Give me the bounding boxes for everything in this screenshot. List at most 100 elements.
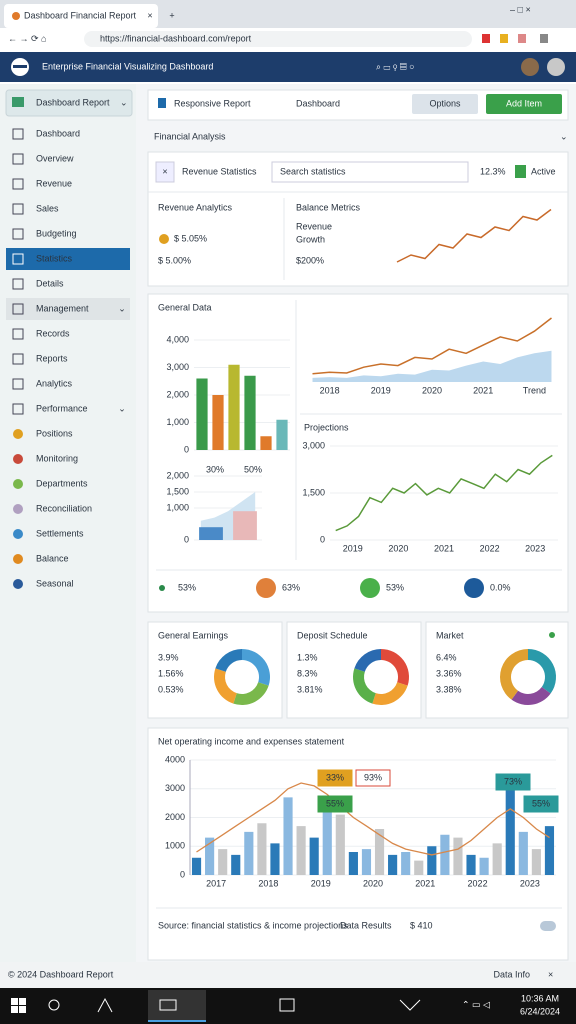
- bar: [348, 852, 358, 875]
- status-close[interactable]: ×: [548, 969, 553, 979]
- nav-buttons[interactable]: ← → ⟳ ⌂: [8, 33, 46, 43]
- address-bar[interactable]: [84, 31, 472, 47]
- taskbar-icon[interactable]: [97, 997, 113, 1013]
- sidebar-item[interactable]: Analytics: [36, 378, 73, 388]
- bar: [322, 806, 332, 875]
- x-tick-label: 2021: [415, 878, 435, 888]
- add-button[interactable]: [486, 94, 562, 114]
- sidebar-item[interactable]: Details: [36, 278, 64, 288]
- toggle[interactable]: [540, 921, 556, 931]
- ext-icon[interactable]: [500, 34, 508, 43]
- taskbar-icon[interactable]: [399, 999, 421, 1011]
- sidebar-item[interactable]: Revenue: [36, 178, 72, 188]
- avatar[interactable]: [521, 58, 539, 76]
- bar: [374, 829, 385, 875]
- options-button[interactable]: [412, 94, 478, 114]
- avatar[interactable]: [547, 58, 565, 76]
- sidebar-item[interactable]: Budgeting: [36, 228, 77, 238]
- chart-title: Net operating income and expenses statem…: [158, 736, 345, 746]
- sidebar-item[interactable]: Sales: [36, 203, 59, 213]
- bar: [518, 831, 528, 875]
- sidebar-icon: [12, 253, 24, 265]
- annotation: 93%: [364, 772, 382, 782]
- window-controls[interactable]: – □ ×: [510, 4, 531, 14]
- y-tick-label: 3000: [165, 783, 185, 793]
- tab-close[interactable]: ×: [147, 10, 152, 20]
- sidebar-item[interactable]: Records: [36, 328, 70, 338]
- x-tick-label: Trend: [523, 385, 546, 395]
- kpi-value: $200%: [296, 255, 324, 265]
- sidebar-item[interactable]: Management: [36, 303, 89, 313]
- x-tick-label: 2022: [480, 543, 500, 553]
- line: [312, 317, 552, 375]
- sidebar: [0, 84, 136, 962]
- annotation-box: [317, 795, 353, 813]
- y-tick-label: 1,000: [166, 417, 189, 427]
- chevron[interactable]: ⌄: [560, 131, 568, 141]
- sidebar-item[interactable]: Settlements: [36, 528, 84, 538]
- bar: [233, 511, 257, 540]
- sidebar-item-active: [6, 248, 130, 270]
- chevron: ⌄: [118, 303, 126, 313]
- y-tick-label: 0: [180, 869, 185, 879]
- donut-label: 3.9%: [158, 652, 179, 662]
- ext-icon[interactable]: [482, 34, 490, 43]
- panel-title: Revenue Statistics: [182, 166, 257, 176]
- annotation: 73%: [504, 776, 522, 786]
- status-right: Data Info: [493, 969, 530, 979]
- start-button[interactable]: [11, 998, 26, 1013]
- sidebar-item[interactable]: Positions: [36, 428, 73, 438]
- taskbar-indicator: [148, 1020, 206, 1022]
- source-link[interactable]: Data Results: [340, 920, 392, 930]
- sidebar-item[interactable]: Balance: [36, 553, 69, 563]
- bar: [212, 395, 224, 450]
- header-icons[interactable]: ⌕ ▭ ⚲ ▤ ○: [376, 61, 415, 71]
- tab[interactable]: [4, 4, 158, 28]
- legend-dot: [159, 585, 165, 591]
- sidebar-item[interactable]: Statistics: [36, 253, 73, 263]
- toolbar-icon: [158, 98, 166, 108]
- ext-icon[interactable]: [540, 34, 548, 43]
- bar: [244, 375, 256, 450]
- sidebar-icon: [12, 203, 24, 215]
- bar: [228, 364, 240, 450]
- chart-title: General Data: [158, 302, 212, 312]
- taskbar-icon[interactable]: [279, 998, 295, 1012]
- search-input[interactable]: [271, 161, 469, 183]
- ext-icon[interactable]: [518, 34, 526, 43]
- app-title: Enterprise Financial Visualizing Dashboa…: [42, 61, 213, 71]
- new-tab[interactable]: +: [169, 10, 174, 20]
- bar: [335, 814, 345, 875]
- sidebar-item[interactable]: Performance: [36, 403, 88, 413]
- search-icon[interactable]: [48, 999, 60, 1011]
- x-tick-label: 2019: [343, 543, 363, 553]
- legend-dot: [256, 578, 276, 598]
- sidebar-icon: [13, 454, 23, 464]
- sidebar-item[interactable]: Seasonal: [36, 578, 74, 588]
- chart-title: Market: [436, 630, 464, 640]
- bar: [492, 843, 502, 875]
- tray-icons[interactable]: ⌃ ▭ ◁: [462, 999, 490, 1009]
- line: [196, 782, 550, 856]
- kpi-value: $ 5.05%: [174, 233, 207, 243]
- x-tick-label: 2020: [363, 878, 383, 888]
- y-tick-label: 2000: [165, 812, 185, 822]
- donut-slice: [242, 649, 270, 686]
- sidebar-item[interactable]: Overview: [36, 153, 74, 163]
- sidebar-item[interactable]: Dashboard: [36, 128, 80, 138]
- bar: [453, 837, 463, 875]
- sidebar-item[interactable]: Reconciliation: [36, 503, 92, 513]
- sidebar-item[interactable]: Departments: [36, 478, 88, 488]
- annotation: 55%: [532, 798, 550, 808]
- sidebar-item[interactable]: Reports: [36, 353, 68, 363]
- sidebar-item[interactable]: Monitoring: [36, 453, 78, 463]
- taskbar-active[interactable]: [148, 990, 206, 1022]
- bar: [260, 436, 272, 450]
- annotation: 30%: [206, 464, 224, 474]
- sidebar-top[interactable]: [5, 89, 133, 117]
- sidebar-icon: [12, 178, 24, 190]
- kpi-value: $ 5.00%: [158, 255, 191, 265]
- toolbar-tab[interactable]: Dashboard: [296, 98, 340, 108]
- clock-date: 6/24/2024: [520, 1006, 560, 1016]
- close-box[interactable]: [155, 161, 175, 183]
